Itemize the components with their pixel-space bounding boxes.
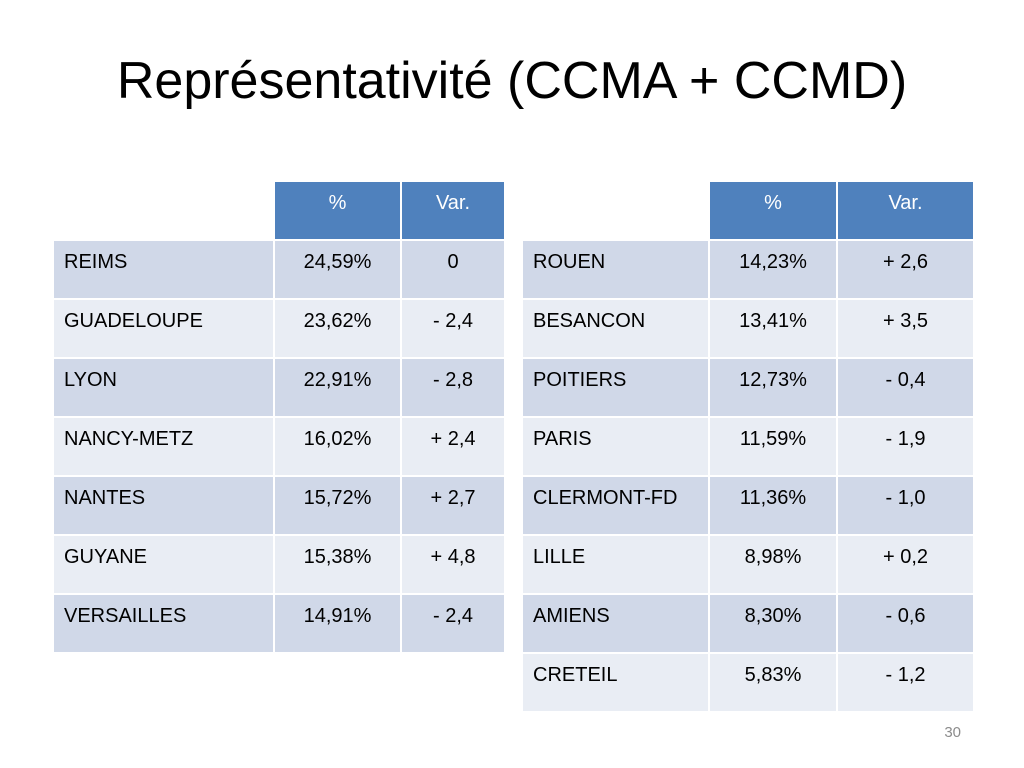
header-variation: Var. bbox=[836, 180, 975, 241]
table-row: NANTES 15,72% + 2,7 bbox=[52, 475, 506, 536]
table-row: PARIS 11,59% - 1,9 bbox=[521, 416, 975, 477]
table-row: LYON 22,91% - 2,8 bbox=[52, 357, 506, 418]
row-percent: 24,59% bbox=[273, 239, 402, 300]
row-variation: + 2,7 bbox=[400, 475, 506, 536]
row-name: NANTES bbox=[52, 475, 275, 536]
slide-title: Représentativité (CCMA + CCMD) bbox=[116, 52, 908, 110]
header-variation: Var. bbox=[400, 180, 506, 241]
table-row: NANCY-METZ 16,02% + 2,4 bbox=[52, 416, 506, 477]
row-variation: - 1,9 bbox=[836, 416, 975, 477]
header-percent: % bbox=[273, 180, 402, 241]
row-name: CLERMONT-FD bbox=[521, 475, 710, 536]
table-row: VERSAILLES 14,91% - 2,4 bbox=[52, 593, 506, 654]
left-table: % Var. REIMS 24,59% 0 GUADELOUPE 23,62% … bbox=[52, 180, 506, 654]
row-variation: + 4,8 bbox=[400, 534, 506, 595]
table-row: LILLE 8,98% + 0,2 bbox=[521, 534, 975, 595]
row-variation: - 0,6 bbox=[836, 593, 975, 654]
row-variation: - 2,8 bbox=[400, 357, 506, 418]
row-name: BESANCON bbox=[521, 298, 710, 359]
row-name: REIMS bbox=[52, 239, 275, 300]
row-name: GUADELOUPE bbox=[52, 298, 275, 359]
row-name: PARIS bbox=[521, 416, 710, 477]
header-empty-cell bbox=[521, 180, 710, 241]
row-name: AMIENS bbox=[521, 593, 710, 654]
row-name: VERSAILLES bbox=[52, 593, 275, 654]
table-row: ROUEN 14,23% + 2,6 bbox=[521, 239, 975, 300]
row-percent: 11,36% bbox=[708, 475, 838, 536]
row-name: LYON bbox=[52, 357, 275, 418]
table-row: REIMS 24,59% 0 bbox=[52, 239, 506, 300]
row-variation: + 0,2 bbox=[836, 534, 975, 595]
row-variation: + 3,5 bbox=[836, 298, 975, 359]
row-name: POITIERS bbox=[521, 357, 710, 418]
row-percent: 12,73% bbox=[708, 357, 838, 418]
table-row: AMIENS 8,30% - 0,6 bbox=[521, 593, 975, 654]
row-percent: 14,91% bbox=[273, 593, 402, 654]
row-name: GUYANE bbox=[52, 534, 275, 595]
table-row: CRETEIL 5,83% - 1,2 bbox=[521, 652, 975, 713]
row-variation: - 0,4 bbox=[836, 357, 975, 418]
row-percent: 15,72% bbox=[273, 475, 402, 536]
row-variation: - 2,4 bbox=[400, 298, 506, 359]
header-percent: % bbox=[708, 180, 838, 241]
row-percent: 8,98% bbox=[708, 534, 838, 595]
table-row: CLERMONT-FD 11,36% - 1,0 bbox=[521, 475, 975, 536]
table-row: GUADELOUPE 23,62% - 2,4 bbox=[52, 298, 506, 359]
header-row: % Var. bbox=[521, 180, 975, 241]
row-variation: + 2,6 bbox=[836, 239, 975, 300]
row-percent: 5,83% bbox=[708, 652, 838, 713]
row-name: NANCY-METZ bbox=[52, 416, 275, 477]
row-percent: 15,38% bbox=[273, 534, 402, 595]
row-variation: 0 bbox=[400, 239, 506, 300]
right-table: % Var. ROUEN 14,23% + 2,6 BESANCON 13,41… bbox=[521, 180, 975, 713]
table-row: BESANCON 13,41% + 3,5 bbox=[521, 298, 975, 359]
header-row: % Var. bbox=[52, 180, 506, 241]
table-row: POITIERS 12,73% - 0,4 bbox=[521, 357, 975, 418]
row-percent: 14,23% bbox=[708, 239, 838, 300]
row-variation: + 2,4 bbox=[400, 416, 506, 477]
row-percent: 23,62% bbox=[273, 298, 402, 359]
row-name: LILLE bbox=[521, 534, 710, 595]
row-variation: - 1,0 bbox=[836, 475, 975, 536]
row-name: ROUEN bbox=[521, 239, 710, 300]
row-variation: - 2,4 bbox=[400, 593, 506, 654]
table-row: GUYANE 15,38% + 4,8 bbox=[52, 534, 506, 595]
row-percent: 16,02% bbox=[273, 416, 402, 477]
header-empty-cell bbox=[52, 180, 275, 241]
row-percent: 13,41% bbox=[708, 298, 838, 359]
row-name: CRETEIL bbox=[521, 652, 710, 713]
row-percent: 8,30% bbox=[708, 593, 838, 654]
row-percent: 22,91% bbox=[273, 357, 402, 418]
row-variation: - 1,2 bbox=[836, 652, 975, 713]
row-percent: 11,59% bbox=[708, 416, 838, 477]
page-number: 30 bbox=[944, 724, 961, 741]
